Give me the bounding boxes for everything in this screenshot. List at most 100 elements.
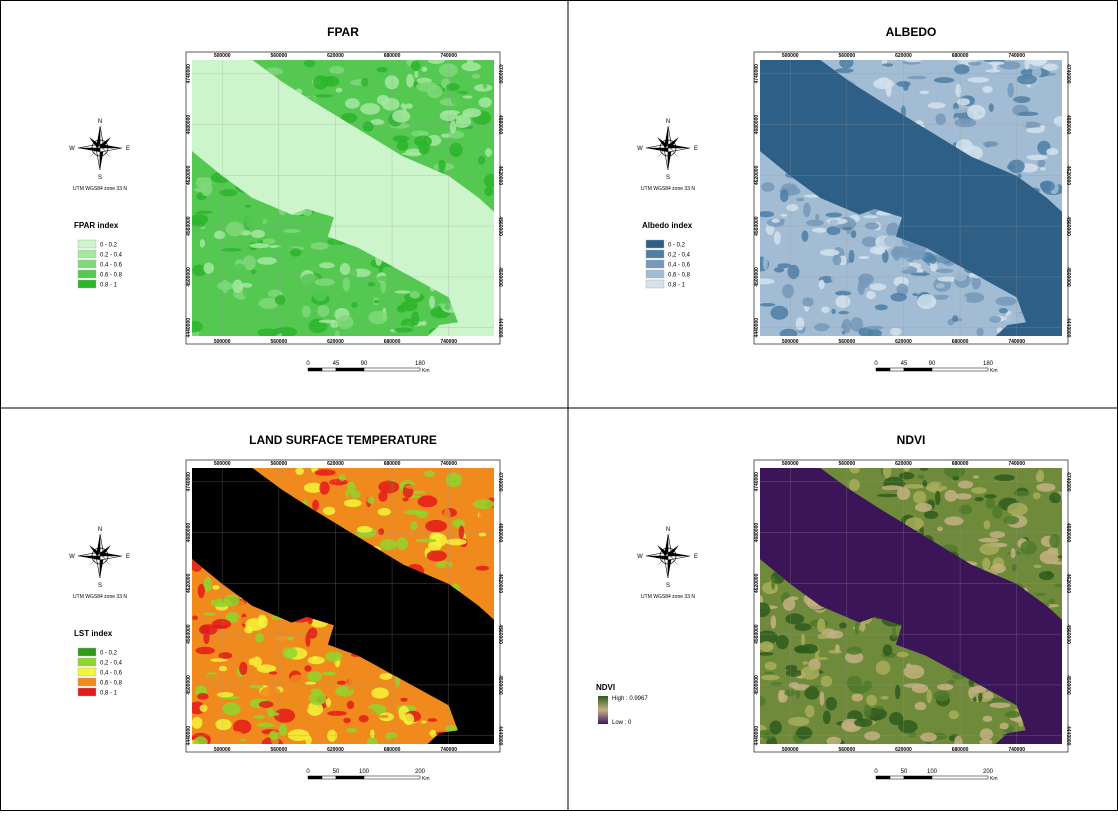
land-patch bbox=[192, 615, 198, 620]
land-patch bbox=[219, 652, 233, 659]
land-patch bbox=[907, 76, 926, 80]
land-patch bbox=[895, 685, 900, 700]
land-patch bbox=[319, 262, 335, 268]
land-patch bbox=[829, 219, 838, 224]
scale-label: 90 bbox=[929, 361, 936, 367]
legend-swatch bbox=[78, 678, 96, 686]
land-patch bbox=[814, 323, 830, 331]
land-patch bbox=[957, 98, 970, 105]
y-coord-label: 4740000 bbox=[754, 64, 760, 84]
land-patch bbox=[935, 113, 945, 125]
land-patch bbox=[414, 71, 418, 78]
y-coord-label: 4740000 bbox=[754, 472, 760, 492]
scale-label: 50 bbox=[333, 769, 340, 775]
land-patch bbox=[411, 311, 419, 326]
land-patch bbox=[371, 725, 378, 730]
land-patch bbox=[1040, 125, 1045, 129]
scale-segment bbox=[364, 368, 420, 371]
land-patch bbox=[394, 327, 413, 332]
legend-ramp bbox=[598, 696, 608, 724]
legend-title: FPAR index bbox=[74, 221, 119, 230]
land-patch bbox=[838, 311, 849, 314]
land-patch bbox=[827, 226, 841, 235]
scale-unit: Km bbox=[990, 776, 998, 782]
land-patch bbox=[416, 82, 437, 92]
land-patch bbox=[402, 498, 408, 502]
x-coord-label: 560000 bbox=[270, 461, 287, 467]
land-patch bbox=[269, 671, 277, 674]
y-coord-label: 4440000 bbox=[1065, 726, 1071, 746]
legend-swatch bbox=[646, 250, 664, 258]
land-patch bbox=[351, 302, 357, 308]
land-patch bbox=[346, 728, 357, 733]
land-patch bbox=[339, 475, 346, 481]
land-patch bbox=[1012, 564, 1017, 572]
land-patch bbox=[984, 494, 996, 498]
land-patch bbox=[889, 712, 903, 725]
land-patch bbox=[245, 205, 251, 208]
land-patch bbox=[897, 652, 909, 658]
compass-e: E bbox=[694, 146, 698, 152]
land-patch bbox=[1007, 83, 1014, 98]
land-patch bbox=[371, 688, 389, 699]
projection: UTM WGS84 zone 33 N bbox=[73, 594, 127, 600]
y-coord-label: 4440000 bbox=[186, 726, 192, 746]
legend-label: 0 - 0,2 bbox=[100, 651, 118, 657]
land-patch bbox=[832, 309, 836, 315]
land-patch bbox=[199, 624, 217, 635]
land-patch bbox=[461, 62, 480, 71]
x-coord-label: 740000 bbox=[440, 339, 457, 345]
x-coord-label: 680000 bbox=[384, 747, 401, 753]
land-patch bbox=[937, 303, 956, 308]
land-patch bbox=[203, 658, 209, 673]
land-patch bbox=[437, 572, 447, 576]
land-patch bbox=[882, 63, 893, 66]
land-patch bbox=[204, 674, 224, 685]
land-patch bbox=[249, 685, 264, 689]
x-coord-label: 500000 bbox=[782, 747, 799, 753]
land-patch bbox=[874, 248, 885, 254]
land-patch bbox=[776, 635, 789, 649]
y-coord-label: 4680000 bbox=[1065, 115, 1071, 135]
land-patch bbox=[304, 665, 311, 671]
land-patch bbox=[483, 81, 487, 89]
land-patch bbox=[883, 644, 893, 656]
land-patch bbox=[770, 720, 782, 734]
land-patch bbox=[922, 480, 927, 487]
land-patch bbox=[880, 696, 889, 699]
y-coord-label: 4680000 bbox=[186, 115, 192, 135]
land-patch bbox=[1058, 555, 1063, 558]
land-patch bbox=[289, 675, 306, 688]
land-patch bbox=[760, 303, 776, 307]
land-patch bbox=[817, 618, 825, 632]
y-coord-label: 4500000 bbox=[497, 675, 503, 695]
land-patch bbox=[249, 243, 269, 248]
legend-label: 0.8 - 1 bbox=[100, 283, 118, 289]
land-patch bbox=[398, 694, 404, 698]
y-coord-label: 4500000 bbox=[186, 267, 192, 287]
y-coord-label: 4500000 bbox=[186, 675, 192, 695]
land-patch bbox=[196, 284, 217, 295]
land-patch bbox=[245, 215, 256, 229]
land-patch bbox=[410, 521, 417, 531]
y-coord-label: 4500000 bbox=[1065, 675, 1071, 695]
land-patch bbox=[780, 189, 789, 202]
legend-low: Low : 0 bbox=[612, 720, 632, 726]
legend-swatch bbox=[646, 280, 664, 288]
y-coord-label: 4560000 bbox=[754, 624, 760, 644]
y-coord-label: 4620000 bbox=[754, 573, 760, 593]
land-patch bbox=[224, 595, 240, 607]
land-patch bbox=[873, 79, 894, 89]
land-patch bbox=[200, 704, 208, 711]
land-patch bbox=[1043, 115, 1057, 118]
land-patch bbox=[445, 303, 451, 310]
land-patch bbox=[290, 700, 309, 712]
land-patch bbox=[821, 676, 832, 687]
land-patch bbox=[327, 711, 347, 716]
land-patch bbox=[396, 537, 408, 550]
y-coord-label: 4500000 bbox=[497, 267, 503, 287]
land-patch bbox=[429, 482, 435, 486]
land-patch bbox=[862, 237, 877, 247]
land-patch bbox=[1049, 492, 1061, 503]
x-coord-label: 740000 bbox=[1008, 53, 1025, 59]
